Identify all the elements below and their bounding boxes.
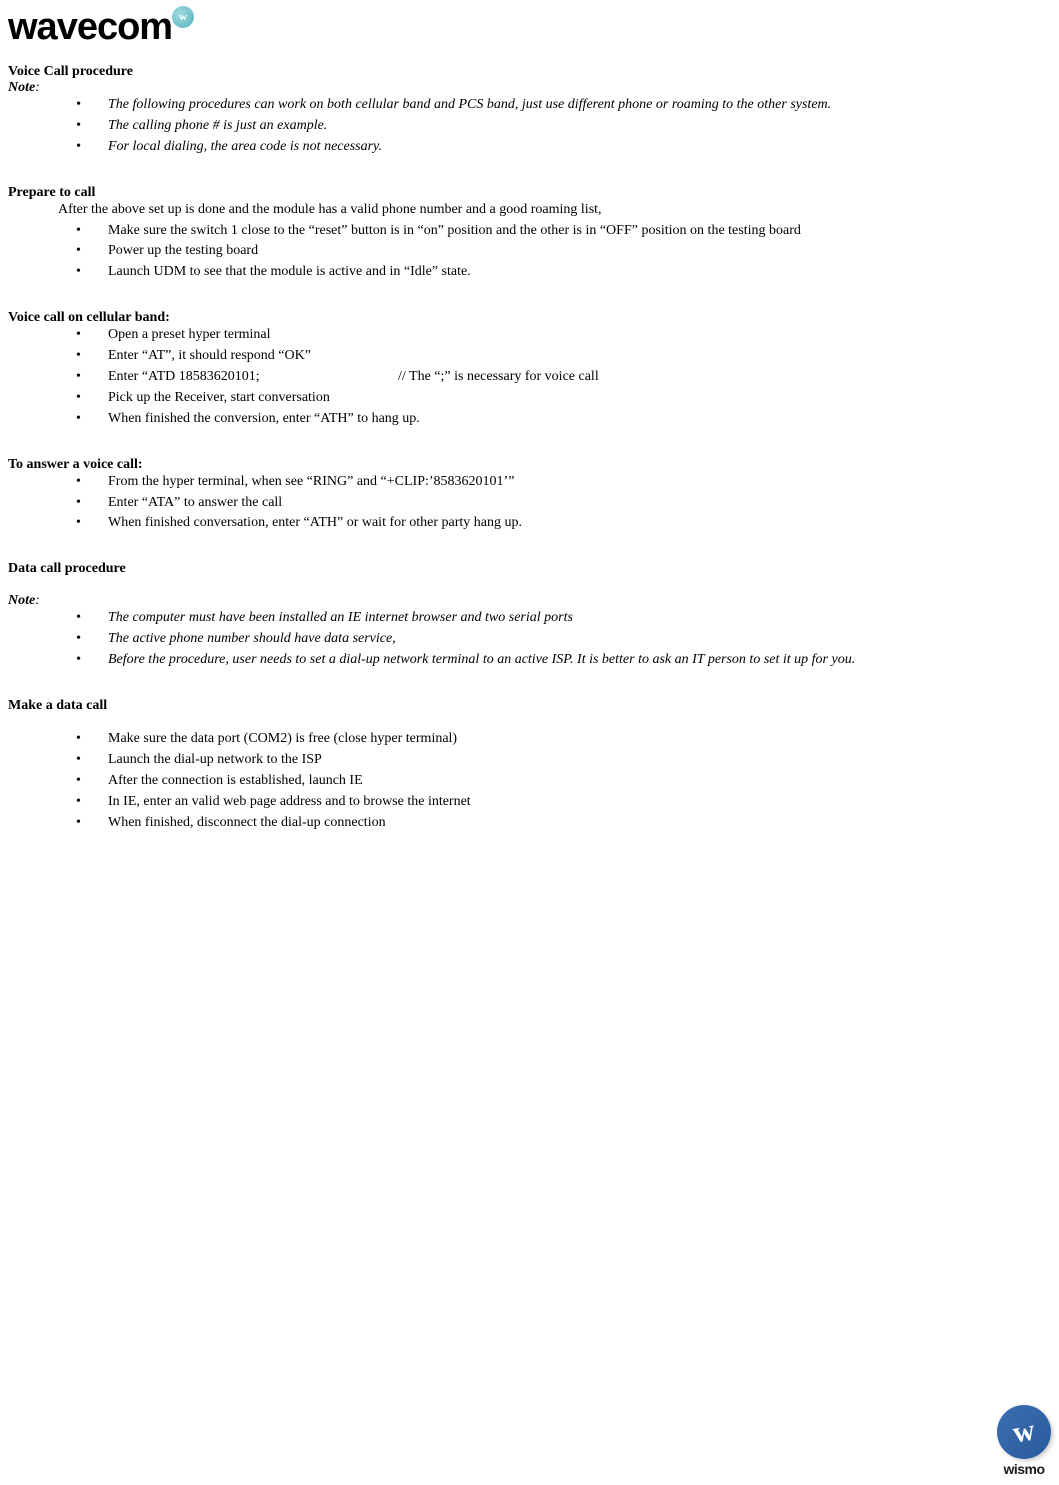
list-item: Enter “AT”, it should respond “OK” xyxy=(8,347,1051,366)
list-item: For local dialing, the area code is not … xyxy=(8,138,1051,157)
list-item: The calling phone # is just an example. xyxy=(8,117,1051,136)
cellular-list: Open a preset hyper terminal Enter “AT”,… xyxy=(8,326,1051,428)
heading-voice-call-cellular: Voice call on cellular band: xyxy=(8,310,1051,326)
list-item: Pick up the Receiver, start conversation xyxy=(8,389,1051,408)
heading-make-data-call: Make a data call xyxy=(8,698,1051,714)
footer-logo-wismo: w wismo xyxy=(997,1405,1051,1477)
atd-command: Enter “ATD 18583620101; xyxy=(108,368,398,387)
wismo-swoosh: w xyxy=(1010,1413,1037,1450)
wismo-text: wismo xyxy=(997,1461,1051,1477)
list-item: When finished conversation, enter “ATH” … xyxy=(8,514,1051,533)
note-list-2: The computer must have been installed an… xyxy=(8,609,1051,670)
prepare-list: Make sure the switch 1 close to the “res… xyxy=(8,222,1051,283)
list-item: Launch the dial-up network to the ISP xyxy=(8,751,1051,770)
list-item: The following procedures can work on bot… xyxy=(8,96,1051,115)
list-item: When finished, disconnect the dial-up co… xyxy=(8,814,1051,833)
list-item-atd: Enter “ATD 18583620101;// The “;” is nec… xyxy=(8,368,1051,387)
note-label-1: Note: xyxy=(8,80,1051,96)
list-item: Before the procedure, user needs to set … xyxy=(8,651,1051,670)
list-item: When finished the conversion, enter “ATH… xyxy=(8,410,1051,429)
heading-answer-voice-call: To answer a voice call: xyxy=(8,457,1051,473)
list-item: Launch UDM to see that the module is act… xyxy=(8,263,1051,282)
list-item: Make sure the data port (COM2) is free (… xyxy=(8,730,1051,749)
list-item: The computer must have been installed an… xyxy=(8,609,1051,628)
answer-list: From the hyper terminal, when see “RING”… xyxy=(8,473,1051,534)
list-item: After the connection is established, lau… xyxy=(8,772,1051,791)
list-item: Make sure the switch 1 close to the “res… xyxy=(8,222,1051,241)
note-label-2: Note: xyxy=(8,593,1051,609)
heading-voice-call-procedure: Voice Call procedure xyxy=(8,64,1051,80)
list-item: In IE, enter an valid web page address a… xyxy=(8,793,1051,812)
list-item: Enter “ATA” to answer the call xyxy=(8,494,1051,513)
list-item: Power up the testing board xyxy=(8,242,1051,261)
list-item: The active phone number should have data… xyxy=(8,630,1051,649)
list-item: From the hyper terminal, when see “RING”… xyxy=(8,473,1051,492)
heading-prepare-to-call: Prepare to call xyxy=(8,185,1051,201)
heading-data-call-procedure: Data call procedure xyxy=(8,561,1051,577)
logo-text: wavecom xyxy=(8,8,172,46)
note-list-1: The following procedures can work on bot… xyxy=(8,96,1051,157)
data-call-list: Make sure the data port (COM2) is free (… xyxy=(8,730,1051,832)
logo-wavecom: wavecom w xyxy=(8,8,1051,46)
list-item: Open a preset hyper terminal xyxy=(8,326,1051,345)
atd-comment: // The “;” is necessary for voice call xyxy=(398,369,599,384)
prepare-intro: After the above set up is done and the m… xyxy=(8,201,1051,220)
logo-globe-icon: w xyxy=(172,6,194,28)
wismo-circle-icon: w xyxy=(997,1405,1051,1459)
